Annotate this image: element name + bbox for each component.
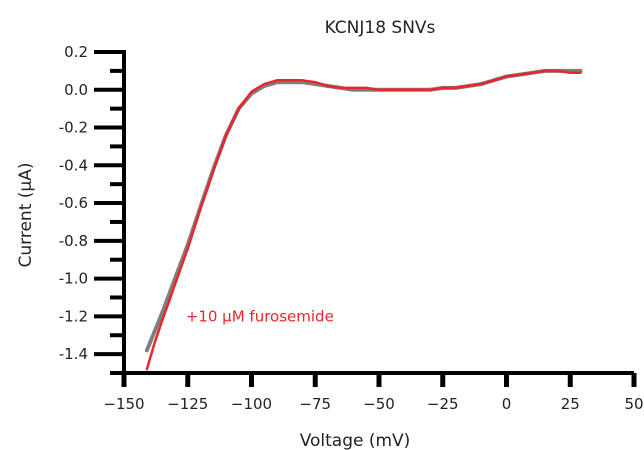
x-tick-label: −25 [427,395,459,413]
y-tick-label: 0.2 [64,43,88,61]
x-tick-label: −50 [363,395,395,413]
y-tick-label: -1.2 [59,307,88,325]
y-axis-title: Current (μA) [16,163,36,268]
x-tick-label: 50 [624,395,643,413]
annotation-layer: +10 μM furosemide [186,307,334,325]
x-axis-title: Voltage (mV) [300,431,411,450]
x-tick-label: 0 [502,395,512,413]
y-tick-label: 0.0 [64,81,88,99]
chart-title: KCNJ18 SNVs [325,18,436,38]
x-tick-label: −100 [231,395,272,413]
y-tick-label: -0.4 [59,156,88,174]
y-tick-label: -0.6 [59,194,88,212]
x-tick-label: −125 [167,395,208,413]
x-axis: −150 −125 −100 −75 −50 −25 0 25 50 [103,371,644,413]
series-line-furosemide [145,69,582,371]
series-layer [144,68,583,371]
furosemide-annotation: +10 μM furosemide [186,307,334,325]
y-tick-label: -0.8 [59,232,88,250]
x-tick-label: −150 [103,395,144,413]
y-tick-label: -0.2 [59,119,88,137]
y-tick-label: -1.4 [59,345,88,363]
x-tick-label: −75 [299,395,331,413]
y-tick-label: -1.0 [59,270,88,288]
x-tick-label: 25 [561,395,580,413]
y-axis: 0.2 0.0 -0.2 -0.4 -0.6 -0.8 -1.0 -1.2 -1.4 [59,43,126,375]
